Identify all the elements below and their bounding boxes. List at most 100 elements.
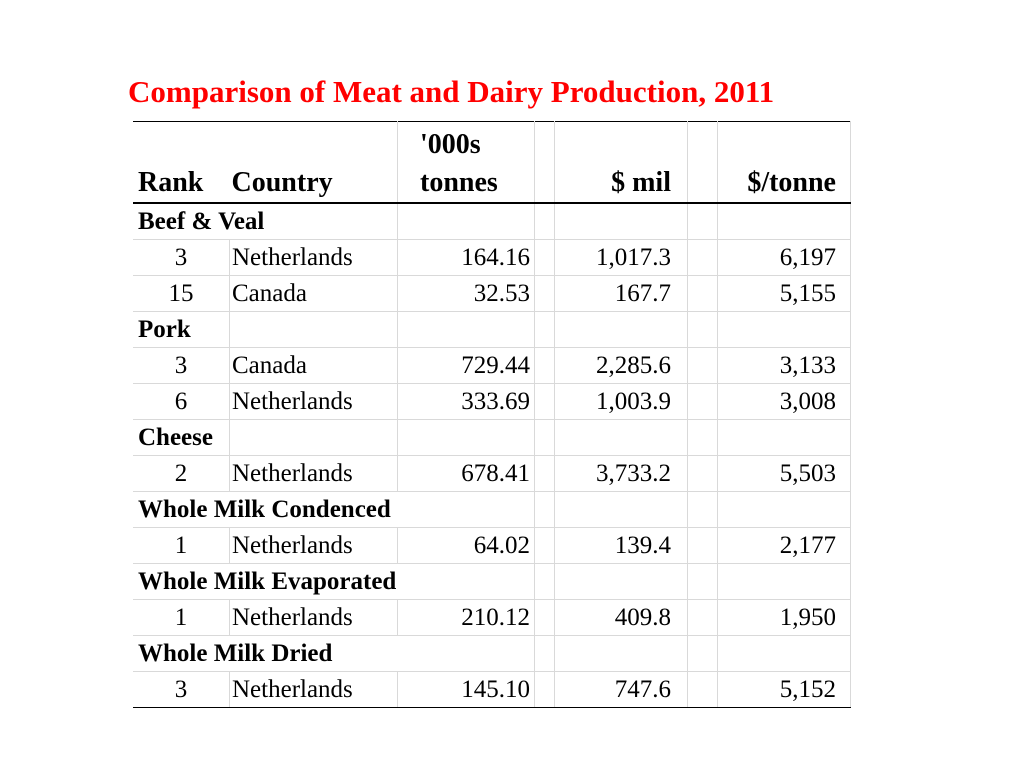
category-label: Pork — [133, 311, 230, 348]
empty-cell — [534, 563, 555, 600]
category-row: Beef & Veal — [133, 203, 851, 240]
empty-cell — [554, 419, 688, 456]
spacer-cell — [534, 671, 555, 708]
page-title: Comparison of Meat and Dairy Production,… — [128, 74, 775, 109]
empty-cell — [534, 635, 555, 672]
country-cell: Netherlands — [229, 671, 398, 708]
spacer-cell — [687, 347, 718, 384]
header-row: Rank Country '000s tonnes $ mil $/tonne — [133, 121, 851, 204]
per-tonne-cell: 5,503 — [717, 455, 851, 492]
header-per-tonne: $/tonne — [717, 121, 851, 204]
country-cell: Netherlands — [229, 239, 398, 276]
category-label: Whole Milk Condenced — [133, 491, 535, 528]
empty-cell — [687, 491, 718, 528]
per-tonne-cell: 6,197 — [717, 239, 851, 276]
category-label: Whole Milk Evaporated — [133, 563, 535, 600]
mil-cell: 1,003.9 — [554, 383, 688, 420]
empty-cell — [717, 311, 851, 348]
empty-cell — [397, 419, 535, 456]
spacer-cell — [534, 347, 555, 384]
country-cell: Canada — [229, 347, 398, 384]
spacer-cell — [534, 455, 555, 492]
spacer-cell — [687, 455, 718, 492]
table-row: 6 Netherlands 333.69 1,003.9 3,008 — [133, 383, 851, 420]
header-spacer — [534, 121, 555, 204]
empty-cell — [229, 311, 398, 348]
per-tonne-cell: 5,155 — [717, 275, 851, 312]
empty-cell — [534, 311, 555, 348]
rank-cell: 3 — [133, 347, 230, 384]
per-tonne-cell: 1,950 — [717, 599, 851, 636]
spacer-cell — [687, 383, 718, 420]
tonnes-cell: 678.41 — [397, 455, 535, 492]
mil-cell: 167.7 — [554, 275, 688, 312]
mil-cell: 139.4 — [554, 527, 688, 564]
mil-cell: 1,017.3 — [554, 239, 688, 276]
tonnes-cell: 145.10 — [397, 671, 535, 708]
spacer-cell — [534, 383, 555, 420]
spacer-cell — [687, 527, 718, 564]
per-tonne-cell: 3,008 — [717, 383, 851, 420]
empty-cell — [717, 491, 851, 528]
table-row: 1 Netherlands 64.02 139.4 2,177 — [133, 527, 851, 564]
spacer-cell — [687, 239, 718, 276]
empty-cell — [687, 311, 718, 348]
spacer-cell — [687, 599, 718, 636]
tonnes-cell: 729.44 — [397, 347, 535, 384]
category-row: Cheese — [133, 419, 851, 456]
table-row: 3 Canada 729.44 2,285.6 3,133 — [133, 347, 851, 384]
empty-cell — [687, 635, 718, 672]
category-label: Cheese — [133, 419, 230, 456]
table-row: 15 Canada 32.53 167.7 5,155 — [133, 275, 851, 312]
category-row: Pork — [133, 311, 851, 348]
header-rank: Rank — [133, 121, 230, 204]
mil-cell: 747.6 — [554, 671, 688, 708]
empty-cell — [687, 419, 718, 456]
header-spacer — [687, 121, 718, 204]
country-cell: Canada — [229, 275, 398, 312]
empty-cell — [397, 203, 535, 240]
header-tonnes-line2: tonnes — [420, 167, 498, 198]
mil-cell: 3,733.2 — [554, 455, 688, 492]
empty-cell — [534, 419, 555, 456]
tonnes-cell: 333.69 — [397, 383, 535, 420]
category-row: Whole Milk Dried — [133, 635, 851, 672]
empty-cell — [534, 491, 555, 528]
empty-cell — [717, 203, 851, 240]
table-row: 3 Netherlands 164.16 1,017.3 6,197 — [133, 239, 851, 276]
spacer-cell — [534, 239, 555, 276]
per-tonne-cell: 2,177 — [717, 527, 851, 564]
category-row: Whole Milk Evaporated — [133, 563, 851, 600]
header-tonnes: '000s tonnes — [397, 121, 535, 204]
category-row: Whole Milk Condenced — [133, 491, 851, 528]
header-mil: $ mil — [554, 121, 688, 204]
country-cell: Netherlands — [229, 527, 398, 564]
rank-cell: 6 — [133, 383, 230, 420]
header-country: Country — [229, 121, 398, 204]
rank-cell: 3 — [133, 239, 230, 276]
tonnes-cell: 164.16 — [397, 239, 535, 276]
empty-cell — [229, 419, 398, 456]
tonnes-cell: 64.02 — [397, 527, 535, 564]
category-label: Whole Milk Dried — [133, 635, 535, 672]
rank-cell: 2 — [133, 455, 230, 492]
table-row: 2 Netherlands 678.41 3,733.2 5,503 — [133, 455, 851, 492]
empty-cell — [554, 491, 688, 528]
empty-cell — [534, 203, 555, 240]
spacer-cell — [687, 275, 718, 312]
rank-cell: 1 — [133, 527, 230, 564]
empty-cell — [554, 311, 688, 348]
empty-cell — [687, 203, 718, 240]
tonnes-cell: 32.53 — [397, 275, 535, 312]
empty-cell — [554, 203, 688, 240]
production-table: Rank Country '000s tonnes $ mil $/tonne … — [133, 121, 851, 708]
tonnes-cell: 210.12 — [397, 599, 535, 636]
empty-cell — [397, 311, 535, 348]
header-tonnes-line1: '000s — [420, 129, 481, 160]
empty-cell — [554, 563, 688, 600]
rank-cell: 3 — [133, 671, 230, 708]
spacer-cell — [687, 671, 718, 708]
spacer-cell — [534, 527, 555, 564]
spacer-cell — [534, 599, 555, 636]
empty-cell — [554, 635, 688, 672]
